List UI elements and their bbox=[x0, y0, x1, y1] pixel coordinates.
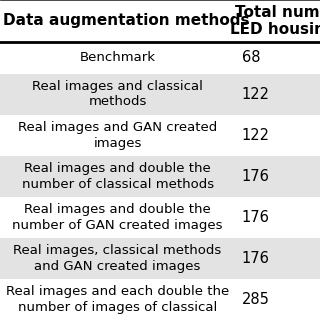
Text: Real images and double the
number of classical methods: Real images and double the number of cla… bbox=[21, 162, 214, 191]
Bar bbox=[0, 279, 320, 320]
Bar bbox=[0, 74, 320, 115]
Text: Real images and classical
methods: Real images and classical methods bbox=[32, 80, 203, 108]
Text: Real images and double the
number of GAN created images: Real images and double the number of GAN… bbox=[12, 203, 223, 232]
Bar bbox=[0, 115, 320, 156]
Text: Benchmark: Benchmark bbox=[80, 51, 156, 64]
Bar bbox=[0, 42, 320, 74]
Text: 285: 285 bbox=[242, 292, 269, 307]
Bar bbox=[0, 197, 320, 238]
Text: 176: 176 bbox=[242, 210, 269, 225]
Text: 122: 122 bbox=[242, 87, 270, 102]
Bar bbox=[0, 0, 320, 42]
Text: Real images and GAN created
images: Real images and GAN created images bbox=[18, 121, 217, 149]
Text: 122: 122 bbox=[242, 128, 270, 143]
Bar bbox=[0, 156, 320, 197]
Bar bbox=[0, 238, 320, 279]
Text: Real images and each double the
number of images of classical: Real images and each double the number o… bbox=[6, 285, 229, 314]
Text: Real images, classical methods
and GAN created images: Real images, classical methods and GAN c… bbox=[13, 244, 222, 273]
Text: 176: 176 bbox=[242, 251, 269, 266]
Text: 68: 68 bbox=[242, 50, 260, 65]
Text: 176: 176 bbox=[242, 169, 269, 184]
Text: Data augmentation methods: Data augmentation methods bbox=[3, 13, 250, 28]
Text: Total num
LED housin: Total num LED housin bbox=[230, 4, 320, 37]
